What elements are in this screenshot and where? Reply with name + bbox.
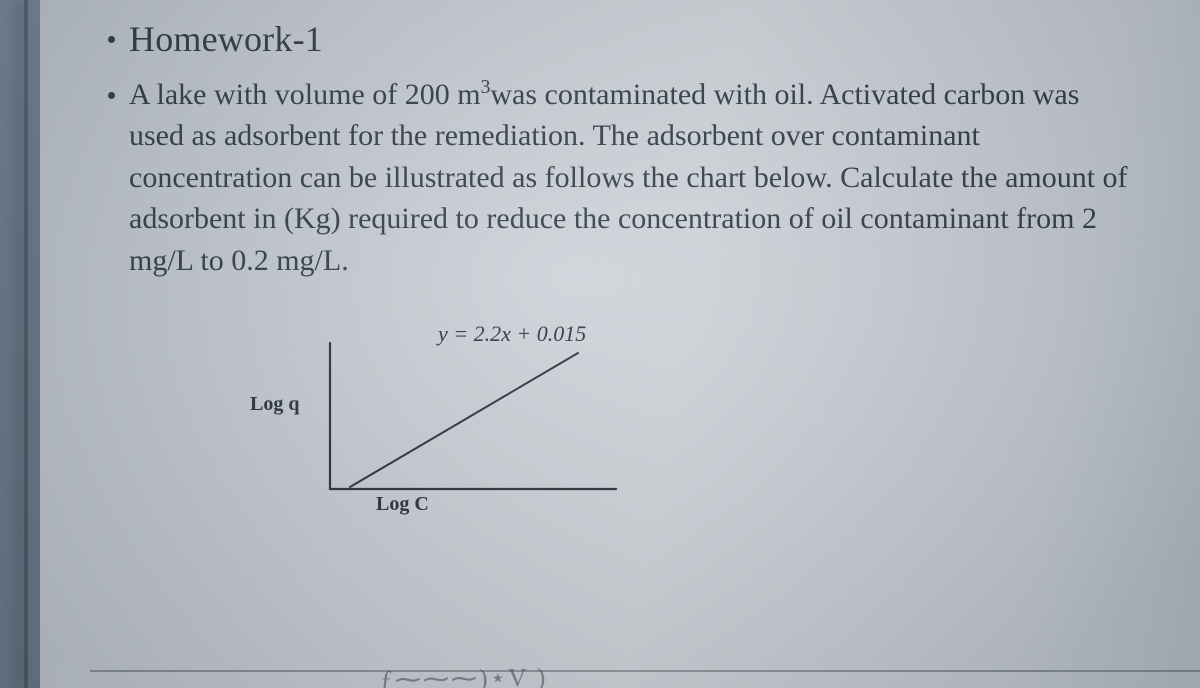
bullet-icon [108,36,115,43]
handwritten-scribble: ƒ⁓⁓⁓)⋆V ) [380,663,548,688]
chart-y-axis-label: Log q [250,393,299,416]
bullet-icon [108,92,115,99]
problem-statement: A lake with volume of 200 m3was contamin… [129,74,1140,281]
page-surface: Homework-1 A lake with volume of 200 m3w… [40,0,1200,688]
chart-axes [328,341,618,495]
chart-x-axis-label: Log C [376,493,429,516]
bottom-rule [90,670,1200,672]
binder-edge [24,0,28,688]
heading-row: Homework-1 [108,18,1140,60]
page-title: Homework-1 [129,18,323,60]
body-row: A lake with volume of 200 m3was contamin… [108,74,1140,281]
isotherm-chart: Log q y = 2.2x + 0.015 Log C [258,315,778,525]
